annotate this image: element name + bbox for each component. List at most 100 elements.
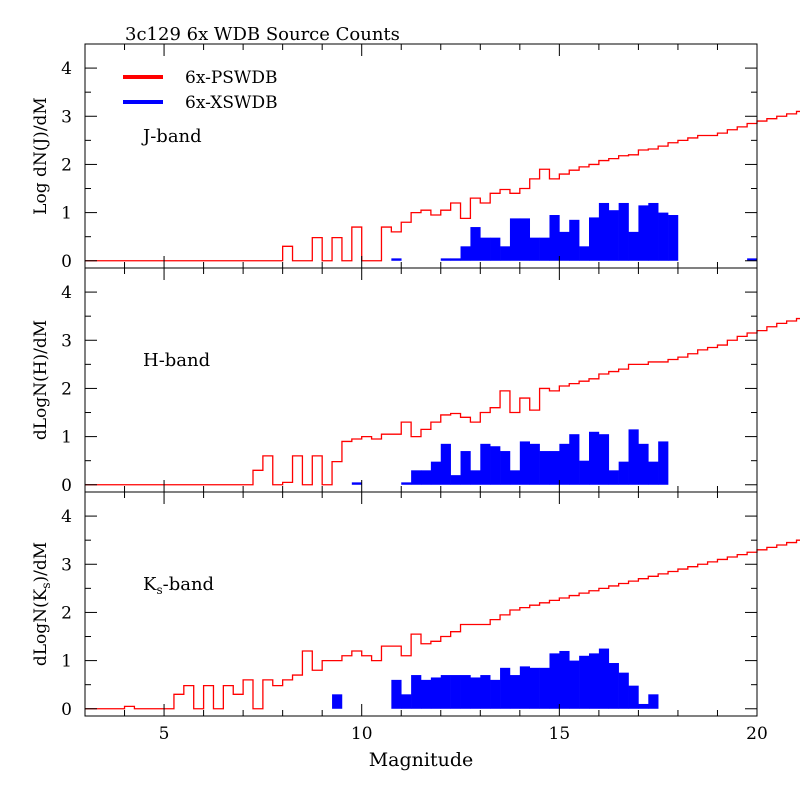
xswdb-bar (589, 653, 600, 709)
xswdb-bar (509, 675, 521, 709)
xswdb-bar (401, 694, 412, 709)
y-tick-label: 3 (61, 555, 72, 575)
xswdb-bar (569, 434, 580, 485)
xswdb-bar (529, 237, 540, 261)
xswdb-bar (490, 237, 501, 261)
xswdb-bar (539, 451, 550, 485)
xswdb-bar (391, 258, 402, 261)
legend-label: 6x-XSWDB (185, 93, 278, 113)
xswdb-bar (559, 443, 570, 485)
xswdb-bar (509, 470, 521, 485)
xswdb-bar (589, 431, 600, 485)
xswdb-bar (529, 443, 540, 485)
xswdb-bar (440, 675, 451, 709)
xswdb-bar (628, 685, 639, 709)
y-tick-label: 1 (61, 652, 72, 672)
xswdb-bar (500, 246, 511, 261)
xswdb-bar (569, 660, 580, 709)
xswdb-bar (608, 210, 619, 261)
y-tick-label: 3 (61, 107, 72, 127)
xswdb-bar (618, 461, 629, 485)
y-tick-label: 0 (61, 476, 72, 496)
xswdb-bar (559, 231, 570, 261)
band-label: Ks-band (143, 574, 214, 597)
plot-area: 0 1 2 3 4 Log dN(J)/dM J-band 0 1 2 3 4 dLogN(H)/dM H… (31, 43, 800, 744)
xswdb-bar (579, 246, 590, 261)
xswdb-bar (500, 451, 511, 485)
xswdb-bar (668, 215, 679, 261)
xswdb-bar (549, 451, 560, 485)
xswdb-bar (519, 441, 531, 485)
xswdb-bar (549, 215, 560, 261)
xswdb-bar (539, 667, 550, 709)
xswdb-bar (608, 663, 619, 709)
panel-frame (84, 491, 758, 717)
chart-title: 3c129 6x WDB Source Counts (125, 24, 400, 45)
y-axis-label: Log dN(J)/dM (31, 97, 51, 215)
xswdb-bar (421, 679, 432, 709)
xswdb-bar (519, 218, 531, 261)
xswdb-bar (500, 667, 511, 709)
panel-1: 0 1 2 3 4 Log dN(J)/dM J-band (31, 43, 800, 272)
xswdb-bar (598, 648, 610, 709)
xswdb-bar (549, 653, 560, 709)
xswdb-bar (628, 429, 639, 485)
x-tick-label: 10 (351, 724, 373, 744)
x-axis-label: Magnitude (369, 749, 474, 771)
xswdb-bar (411, 675, 422, 709)
xswdb-bar (450, 675, 461, 709)
xswdb-bar (598, 202, 610, 261)
y-tick-label: 4 (61, 507, 72, 527)
xswdb-bar (648, 694, 659, 709)
xswdb-bar (589, 217, 600, 261)
xswdb-bar (460, 246, 471, 261)
xswdb-bar (658, 441, 669, 485)
y-axis-label: dLogN(H)/dM (31, 320, 51, 440)
y-tick-label: 3 (61, 331, 72, 351)
xswdb-bar (628, 231, 639, 261)
xswdb-bar (440, 443, 451, 485)
xswdb-bar (579, 460, 590, 485)
xswdb-bar (421, 470, 432, 485)
xswdb-bar (490, 679, 501, 709)
x-tick-label: 15 (549, 724, 571, 744)
y-tick-label: 0 (61, 252, 72, 272)
xswdb-bar (411, 470, 422, 485)
xswdb-bar (638, 443, 649, 485)
xswdb-bar (648, 461, 659, 485)
xswdb-bar (450, 475, 461, 485)
y-tick-label: 1 (61, 428, 72, 448)
xswdb-bar (658, 212, 669, 261)
xswdb-bar (509, 218, 521, 261)
xswdb-bar (460, 675, 471, 709)
xswdb-bar (638, 205, 649, 261)
y-tick-label: 4 (61, 59, 72, 79)
panel-3: 0 1 2 3 4 dLogN(Ks)/dM Ks-band (31, 491, 800, 720)
xswdb-bar (401, 482, 412, 485)
y-tick-label: 0 (61, 700, 72, 720)
band-label: H-band (143, 350, 210, 371)
xswdb-bar (598, 434, 610, 485)
pswdb-histogram-line (85, 317, 800, 486)
y-tick-label: 4 (61, 283, 72, 303)
panel-frame (84, 267, 758, 493)
xswdb-bar (519, 666, 531, 709)
y-tick-label: 2 (61, 155, 72, 175)
xswdb-bar (618, 672, 629, 709)
y-tick-label: 2 (61, 603, 72, 623)
xswdb-bar (618, 202, 629, 261)
y-tick-label: 1 (61, 204, 72, 224)
xswdb-bar (539, 237, 550, 261)
panel-2: 0 1 2 3 4 dLogN(H)/dM H-band (31, 267, 800, 496)
band-label: J-band (141, 126, 202, 147)
xswdb-bar (529, 667, 540, 709)
xswdb-bar (648, 202, 659, 261)
xswdb-bar (470, 227, 481, 261)
xswdb-bar (470, 470, 481, 485)
xswdb-bar (480, 237, 491, 261)
y-tick-label: 2 (61, 379, 72, 399)
x-tick-label: 5 (159, 724, 170, 744)
pswdb-histogram-line (85, 110, 800, 262)
xswdb-bar (480, 675, 491, 709)
pswdb-histogram-line (85, 539, 800, 710)
